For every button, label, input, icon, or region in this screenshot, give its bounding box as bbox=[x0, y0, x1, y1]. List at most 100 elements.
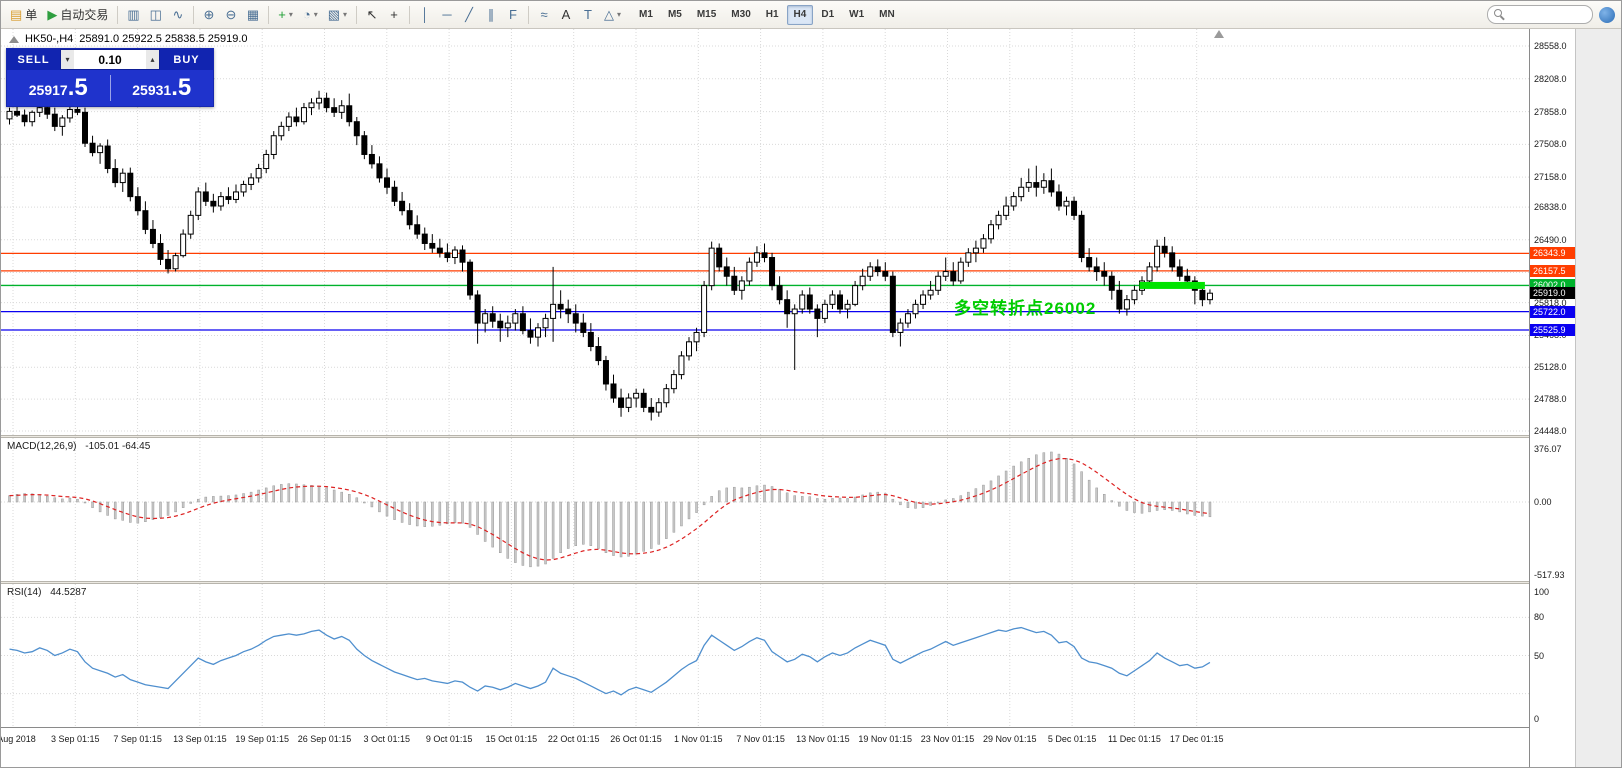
macd-axis-label: 376.07 bbox=[1534, 444, 1562, 454]
timeframe-button-w1[interactable]: W1 bbox=[842, 5, 871, 25]
x-axis-date-label: 9 Oct 01:15 bbox=[425, 734, 473, 744]
label-button[interactable]: T bbox=[577, 4, 599, 26]
sell-button[interactable]: SELL bbox=[7, 49, 60, 70]
trendline-icon: ╱ bbox=[465, 7, 473, 22]
x-axis-date-label: 1 Nov 01:15 bbox=[674, 734, 723, 744]
y-axis-label: 25818.0 bbox=[1534, 297, 1567, 308]
toolbar-separator bbox=[528, 5, 530, 24]
x-axis-date-label: 8 Aug 2018 bbox=[1, 734, 36, 744]
horizontal-line-icon: ─ bbox=[442, 7, 452, 22]
x-axis-date-label: 5 Dec 01:15 bbox=[1047, 734, 1097, 744]
lot-size-input[interactable] bbox=[74, 50, 146, 69]
toolbar-buttons: ▤ 单 ▶ 自动交易 ▥ ◫ ∿ ⊕ ⊖ ▦ + ▾ ◔ ▾ ▧ ▾ ↖ + │ ─ ╱ ∥ F ≈ A T △ ▾ bbox=[5, 4, 626, 26]
y-axis-label: 28208.0 bbox=[1534, 73, 1567, 84]
lot-increase-button[interactable]: ▴ bbox=[146, 50, 159, 69]
shapes-button[interactable]: △ ▾ bbox=[599, 4, 626, 26]
macd-indicator-canvas[interactable] bbox=[1, 438, 1529, 581]
text-button[interactable]: A bbox=[555, 4, 577, 26]
buy-price[interactable]: 25931.5 bbox=[132, 74, 192, 101]
timeframe-button-h1[interactable]: H1 bbox=[759, 5, 786, 25]
timeframe-button-mn[interactable]: MN bbox=[872, 5, 902, 25]
toolbar-separator bbox=[409, 5, 411, 24]
sell-price[interactable]: 25917.5 bbox=[28, 74, 88, 101]
dropdown-arrow-icon: ▾ bbox=[617, 10, 622, 19]
toolbar: ▤ 单 ▶ 自动交易 ▥ ◫ ∿ ⊕ ⊖ ▦ + ▾ ◔ ▾ ▧ ▾ ↖ + │ ─ ╱ ∥ F ≈ A T △ ▾ M1 M5 M15 M… bbox=[1, 1, 1621, 29]
zoom-in-button[interactable]: ⊕ bbox=[198, 4, 220, 26]
autotrading-button[interactable]: ▶ 自动交易 bbox=[42, 4, 113, 26]
timeframe-button-h4[interactable]: H4 bbox=[786, 4, 814, 25]
lot-decrease-button[interactable]: ▾ bbox=[61, 50, 74, 69]
chart-title-bar: HK50-,H4 25891.0 25922.5 25838.5 25919.0 bbox=[9, 33, 248, 45]
panel-divider[interactable] bbox=[1, 435, 1575, 438]
symbol-search-input[interactable] bbox=[1509, 8, 1573, 21]
timeframe-button-d1[interactable]: D1 bbox=[814, 5, 841, 25]
templates-button[interactable]: ▧ ▾ bbox=[323, 4, 352, 26]
tile-windows-button[interactable]: ▦ bbox=[242, 4, 264, 26]
macd-name: MACD(12,26,9) bbox=[7, 441, 77, 452]
line-chart-icon: ∿ bbox=[172, 7, 184, 22]
line-chart-button[interactable]: ∿ bbox=[167, 4, 189, 26]
fibonacci-button[interactable]: F bbox=[502, 4, 524, 26]
x-axis-date-label: 29 Nov 01:15 bbox=[983, 734, 1037, 744]
horizontal-line-button[interactable]: ─ bbox=[436, 4, 458, 26]
trendline-button[interactable]: ╱ bbox=[458, 4, 480, 26]
new-order-icon: ▤ bbox=[10, 7, 23, 22]
buy-button[interactable]: BUY bbox=[160, 49, 213, 70]
indicators-icon: + bbox=[278, 7, 286, 22]
x-axis-date-label: 26 Sep 01:15 bbox=[297, 734, 352, 744]
macd-values: -105.01 -64.45 bbox=[85, 441, 151, 452]
toolbar-separator bbox=[356, 5, 358, 24]
price-axis[interactable]: 28558.0 28208.0 27858.0 27508.0 27158.0 26838… bbox=[1529, 29, 1575, 767]
toolbar-separator bbox=[192, 5, 194, 24]
indicators-button[interactable]: + ▾ bbox=[273, 4, 298, 26]
dropdown-arrow-icon: ▾ bbox=[313, 10, 318, 19]
timeframe-button-m15[interactable]: M15 bbox=[690, 5, 723, 25]
crosshair-icon: + bbox=[390, 7, 398, 22]
vertical-line-button[interactable]: │ bbox=[414, 4, 436, 26]
lot-size-stepper: ▾ ▴ bbox=[60, 49, 160, 70]
chart-shift-marker-icon[interactable] bbox=[1214, 30, 1224, 38]
autotrading-icon: ▶ bbox=[47, 7, 58, 22]
x-axis-date-label: 19 Sep 01:15 bbox=[235, 734, 289, 744]
trendline-annotation-text[interactable]: 多空转折点26002 bbox=[954, 299, 1097, 318]
wave-tool-button[interactable]: ≈ bbox=[533, 4, 555, 26]
x-axis-date-label: 3 Sep 01:15 bbox=[51, 734, 100, 744]
y-axis-label: 24448.0 bbox=[1534, 426, 1567, 436]
new-order-button-label: 单 bbox=[25, 8, 38, 22]
timeframe-button-m5[interactable]: M5 bbox=[661, 5, 689, 25]
zoom-out-button[interactable]: ⊖ bbox=[220, 4, 242, 26]
cursor-icon: ↖ bbox=[366, 7, 378, 22]
fibonacci-icon: F bbox=[509, 7, 517, 22]
cursor-button[interactable]: ↖ bbox=[361, 4, 383, 26]
time-axis[interactable]: 8 Aug 2018 3 Sep 01:15 7 Sep 01:15 13 Sep 0… bbox=[1, 727, 1529, 767]
x-axis-date-label: 7 Nov 01:15 bbox=[736, 734, 785, 744]
periods-button[interactable]: ◔ ▾ bbox=[298, 4, 323, 26]
price-chart-canvas[interactable] bbox=[1, 29, 1529, 435]
crosshair-button[interactable]: + bbox=[383, 4, 405, 26]
channel-icon: ∥ bbox=[487, 7, 495, 22]
x-axis-date-label: 11 Dec 01:15 bbox=[1107, 734, 1161, 744]
y-axis-label: 27158.0 bbox=[1534, 172, 1567, 183]
collapse-trade-panel-icon[interactable] bbox=[9, 35, 19, 43]
templates-icon: ▧ bbox=[327, 7, 340, 22]
tile-windows-icon: ▦ bbox=[246, 7, 260, 22]
community-icon[interactable] bbox=[1599, 6, 1615, 23]
timeframe-button-m1[interactable]: M1 bbox=[632, 5, 660, 25]
channel-button[interactable]: ∥ bbox=[480, 4, 502, 26]
candlestick-chart-button[interactable]: ◫ bbox=[145, 4, 167, 26]
x-axis-date-label: 19 Nov 01:15 bbox=[858, 734, 912, 744]
vertical-line-icon: │ bbox=[420, 7, 430, 22]
panel-divider[interactable] bbox=[1, 581, 1575, 584]
timeframe-button-m30[interactable]: M30 bbox=[724, 5, 757, 25]
chart-ohlc-values: 25891.0 25922.5 25838.5 25919.0 bbox=[79, 33, 248, 45]
candlestick-chart-icon: ◫ bbox=[149, 7, 162, 22]
rsi-indicator-canvas[interactable] bbox=[1, 584, 1529, 727]
new-order-button[interactable]: ▤ 单 bbox=[5, 4, 42, 26]
symbol-search-box[interactable] bbox=[1487, 5, 1593, 24]
hline-price-tag: 25722.0 bbox=[1530, 305, 1575, 318]
one-click-trading-panel: SELL ▾ ▴ BUY 25917.5 25931.5 bbox=[6, 48, 214, 107]
bar-chart-button[interactable]: ▥ bbox=[122, 4, 144, 26]
rsi-label: RSI(14) 44.5287 bbox=[7, 587, 86, 598]
x-axis-date-label: 26 Oct 01:15 bbox=[610, 734, 662, 744]
zoom-out-icon: ⊖ bbox=[225, 7, 237, 22]
